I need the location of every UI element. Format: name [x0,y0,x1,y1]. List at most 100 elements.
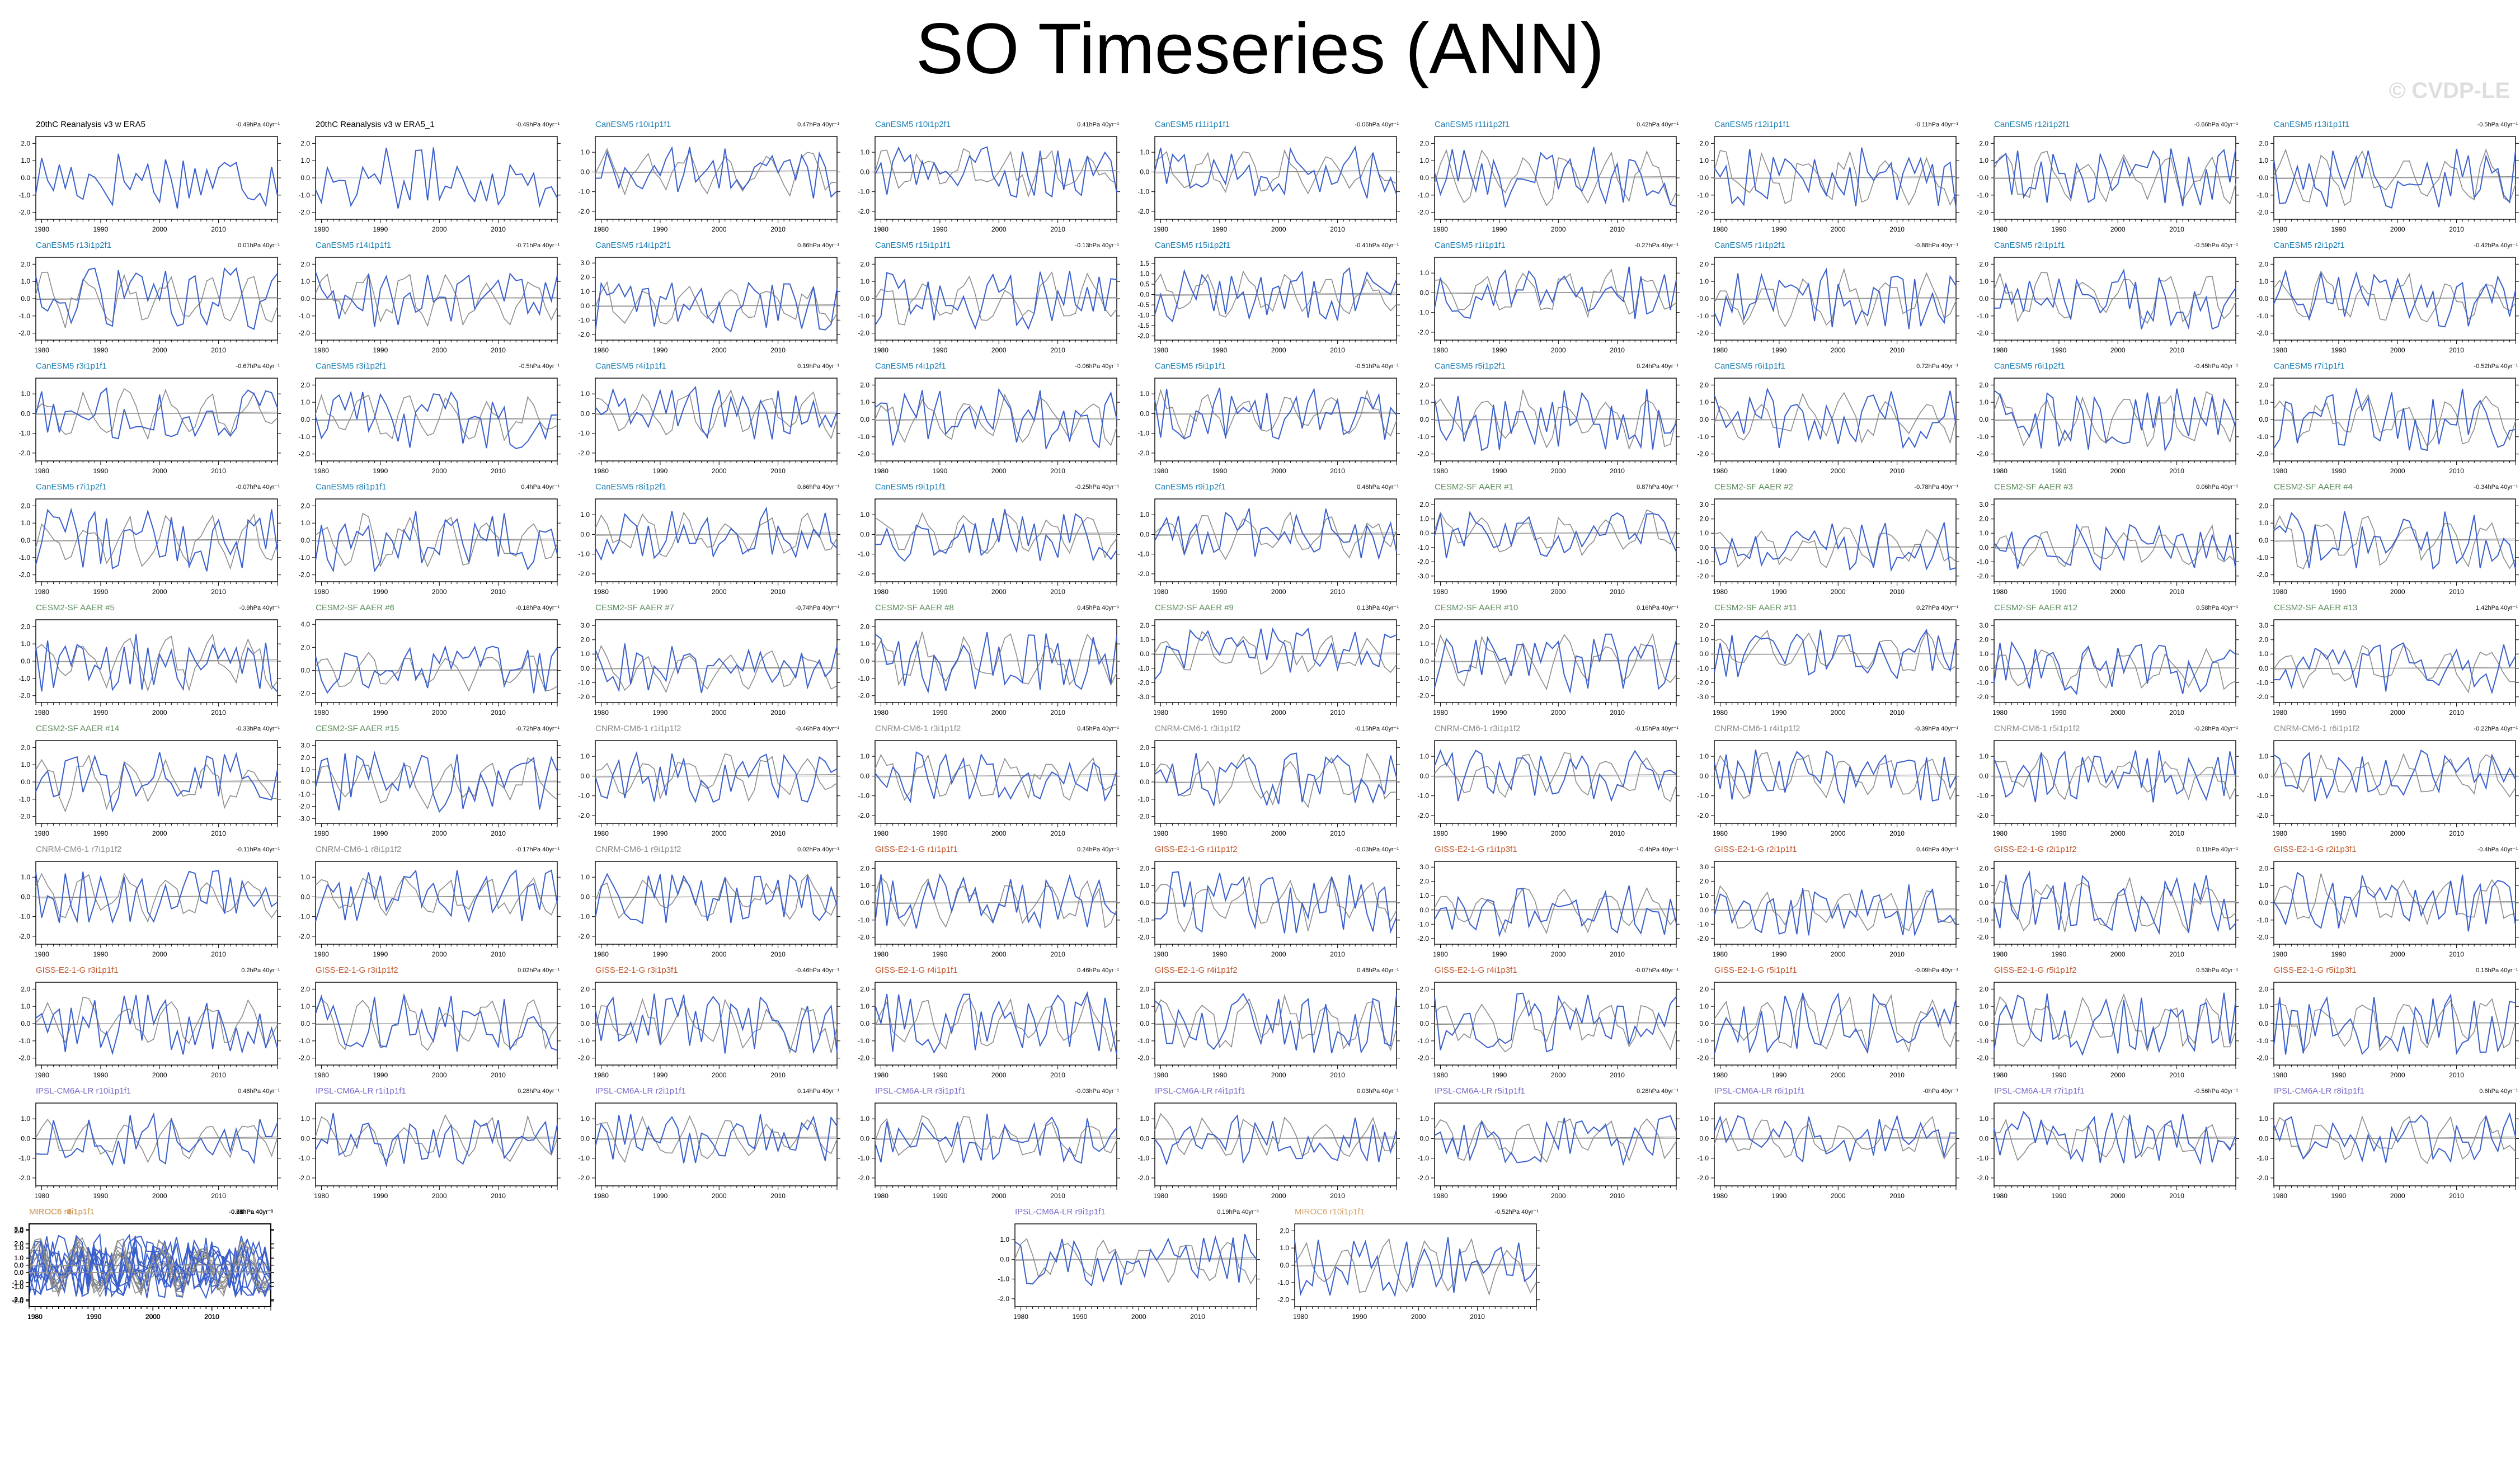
y-tick-label: -1.0 [1417,675,1429,682]
trend-line [1434,176,1677,180]
panel-plot: 2.0 1.0 0.0 -1.0 -2.0 1980 1990 2000 2010 [1977,982,2239,1079]
panel-trend-label: 0.53hPa 40yr⁻¹ [2196,967,2238,974]
y-tick-label: 1.0 [1699,398,1709,406]
x-tick-label: 1990 [1772,225,1787,233]
y-tick-label: -2.0 [18,932,30,940]
y-tick-label: -1.0 [1137,550,1149,558]
trend-line [875,296,1117,300]
x-tick-label: 2000 [712,830,727,837]
y-tick-label: 1.0 [1979,157,1988,164]
y-tick-label: -1.0 [858,916,869,924]
y-tick-label: 3.0 [1979,621,1988,629]
panel-title: CESM2-SF AAER #5 [36,603,115,613]
y-tick-label: -3.0 [1697,693,1709,701]
panel-title: CanESM5 r2i1p2f1 [2274,241,2345,250]
x-tick-label: 1990 [2331,830,2347,837]
y-tick-label: 1.0 [1419,398,1429,406]
x-tick-label: 1990 [653,346,668,354]
y-tick-label: -1.0 [2256,433,2268,441]
panel-plot: 1.0 0.0 -1.0 -2.0 1980 1990 2000 2010 [578,136,840,233]
x-tick-label: 1980 [1433,709,1448,717]
x-tick-label: 1990 [1772,588,1787,596]
y-tick-label: 2.0 [1699,985,1709,993]
timeseries-panel: CanESM5 r10i1p2f1 0.41hPa 40yr⁻¹ 1.0 0.0 -1.… [846,120,1126,241]
y-tick-label: 0.0 [1419,1020,1429,1028]
panel-plot: 2.0 1.0 0.0 -1.0 -2.0 1980 1990 2000 2010 [2256,861,2519,958]
x-tick-label: 1980 [34,588,49,596]
y-tick-label: 2.0 [860,985,869,993]
x-tick-label: 1980 [1713,467,1728,475]
y-tick-label: 0.0 [300,416,310,423]
panel-trend-label: -0.49hPa 40yr⁻¹ [515,121,560,128]
y-tick-label: -1.0 [1417,544,1429,552]
y-tick-label: -1.0 [1977,312,1988,320]
member-series-line [315,751,558,813]
y-tick-label: 0.0 [860,1020,869,1028]
panel-trend-label: 0.4hPa 40yr⁻¹ [521,484,560,491]
y-tick-label: 2.0 [580,636,590,644]
y-tick-label: 1.0 [2259,398,2268,406]
y-tick-label: 1.0 [580,390,590,398]
panel-plot: 1.0 0.0 -1.0 -2.0 1980 1990 2000 2010 [1137,136,1400,233]
trend-line [315,538,558,542]
panel-plot: 2.0 1.0 0.0 -1.0 -2.0 1980 1990 2000 2010 [1417,619,1680,717]
y-tick-label: 0.0 [1979,1020,1988,1028]
x-tick-label: 2000 [712,588,727,596]
y-tick-label: 1.0 [2259,650,2268,658]
y-tick-label: 1.0 [2259,882,2268,889]
x-tick-label: 2000 [991,830,1007,837]
x-tick-label: 2000 [712,709,727,717]
y-tick-label: 2.0 [1979,864,1988,872]
timeseries-panel: CanESM5 r12i1p2f1 -0.66hPa 40yr⁻¹ 2.0 1.0 0.… [1965,120,2245,241]
member-series-line [595,643,838,694]
x-tick-label: 1980 [314,830,329,837]
panel-trend-label: -0.17hPa 40yr⁻¹ [515,846,560,853]
x-tick-label: 2000 [152,588,167,596]
x-tick-label: 1990 [373,1071,388,1079]
x-tick-label: 1990 [1492,588,1507,596]
y-tick-label: 0.0 [580,772,590,780]
y-tick-label: 3.0 [580,621,590,629]
x-tick-label: 2010 [770,588,786,596]
panel-frame [875,740,1117,824]
member-series-line [1994,388,2236,452]
panel-title: CanESM5 r6i1p1f1 [1714,361,1785,371]
y-tick-label: 1.0 [1979,529,1988,537]
member-series-line [1434,147,1677,209]
y-tick-label: 0.0 [300,893,310,901]
y-tick-label: 0.0 [580,893,590,901]
member-series-line [315,271,558,327]
timeseries-panel: CESM2-SF AAER #3 0.06hPa 40yr⁻¹ 3.0 2.0 1.0 0… [1965,482,2245,603]
y-tick-label: -2.0 [2256,329,2268,337]
y-tick-label: 0.0 [2259,1020,2268,1028]
y-tick-label: -1.0 [1977,558,1988,566]
x-tick-label: 1980 [594,1071,609,1079]
y-tick-label: 0.0 [860,168,869,176]
x-tick-label: 2000 [1831,709,1846,717]
panel-plot: 2.0 1.0 0.0 -1.0 -2.0 1980 1990 2000 2010 [18,619,281,717]
x-tick-label: 2000 [2390,346,2405,354]
y-tick-label: 2.0 [21,743,30,751]
y-tick-label: 1.0 [21,157,30,164]
panel-trend-label: 0.46hPa 40yr⁻¹ [1077,967,1119,974]
member-series-line [315,511,558,573]
x-tick-label: 2000 [1551,225,1566,233]
panel-trend-label: 0.02hPa 40yr⁻¹ [518,967,560,974]
y-tick-label: -1.0 [2256,679,2268,686]
panel-title: GISS-E2-1-G r2i1p1f1 [1714,845,1797,854]
x-tick-label: 1980 [34,950,49,958]
x-tick-label: 1990 [1772,1071,1787,1079]
panel-title: CanESM5 r12i1p1f1 [1714,120,1790,129]
x-tick-label: 1990 [1492,225,1507,233]
panel-trend-label: 0.19hPa 40yr⁻¹ [797,363,839,370]
x-tick-label: 1990 [1212,950,1228,958]
panel-trend-label: -0.49hPa 40yr⁻¹ [236,121,280,128]
x-tick-label: 1980 [34,709,49,717]
x-tick-label: 1980 [1433,346,1448,354]
trend-line [35,538,278,542]
y-tick-label: 1.0 [300,766,310,774]
y-tick-label: -3.0 [298,814,310,822]
y-tick-label: -2.0 [1697,450,1709,458]
panel-frame [2273,740,2516,824]
trend-line [875,533,1117,536]
